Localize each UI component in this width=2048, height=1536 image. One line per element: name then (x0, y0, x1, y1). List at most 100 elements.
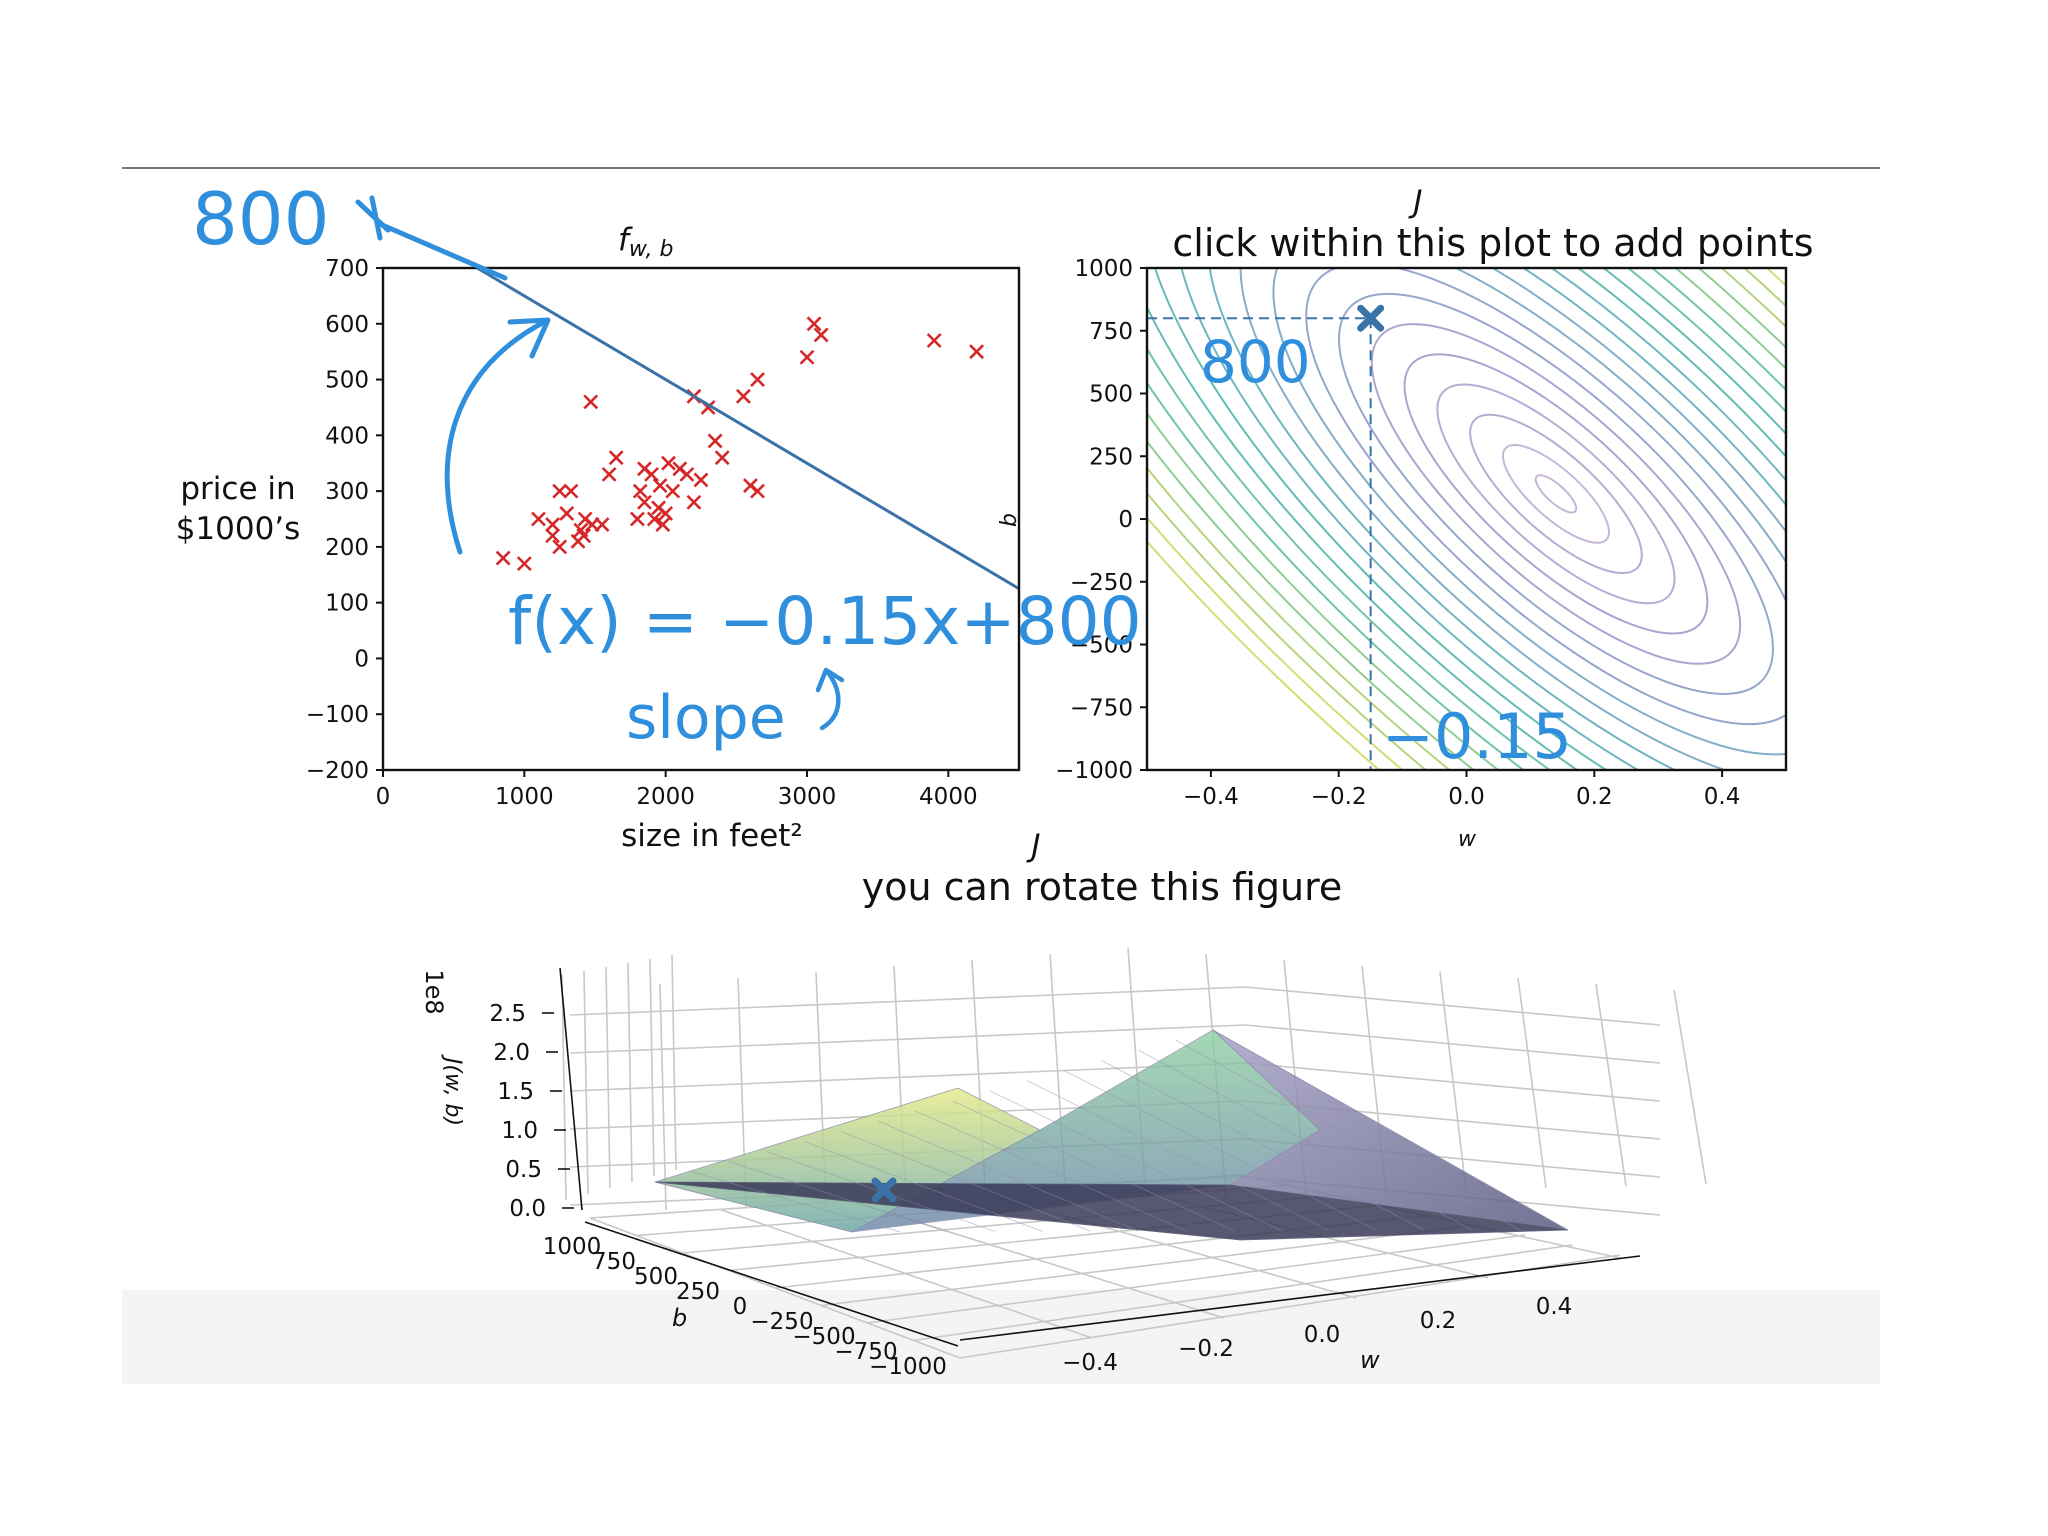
data-point-marker (646, 511, 662, 527)
data-point-marker (531, 511, 546, 527)
scatter-xtick-label: 1000 (495, 784, 554, 810)
contour-xtick-label: −0.4 (1183, 784, 1239, 810)
scatter-ytick-label: −200 (306, 758, 369, 784)
surface-mesh-line (692, 1171, 900, 1233)
data-point-marker (665, 483, 681, 499)
data-point-marker (661, 455, 676, 471)
data-point-marker (750, 483, 765, 499)
data-point-marker (583, 394, 599, 410)
data-point-marker (632, 483, 648, 499)
data-point-marker (735, 388, 751, 404)
scatter-xtick-label: 3000 (778, 784, 837, 810)
data-point-marker (563, 483, 579, 499)
surface-grid-line (1673, 989, 1707, 1185)
surface-btick-label: 500 (634, 1264, 678, 1290)
data-point-marker (707, 433, 723, 449)
annotation-slope: slope (626, 683, 786, 753)
surface-title: J (1025, 828, 1040, 864)
data-point-marker (969, 344, 985, 360)
contour-title: J (1407, 184, 1422, 220)
data-point-marker (652, 478, 668, 493)
contour-axes-frame[interactable] (1145, 266, 1788, 772)
contour-xtick-label: 0.4 (1704, 784, 1741, 810)
data-point-marker (693, 472, 709, 488)
surface-grid-line (583, 970, 589, 1195)
scatter-ylabel-line2: $1000’s (176, 511, 301, 547)
scatter-xtick-label: 4000 (919, 784, 978, 810)
surface-grid-line (719, 1208, 1093, 1339)
data-point-marker (806, 316, 822, 332)
surface-ztick-label: 1.5 (497, 1079, 534, 1105)
contour-level (1147, 268, 1786, 770)
data-point-marker (545, 528, 561, 544)
data-point-marker (637, 494, 652, 510)
scatter-ytick-label: 200 (325, 535, 369, 561)
contour-y-ticks: −1000 −750 −500 −250 0 250 500 750 1000 (1055, 256, 1147, 784)
contour-ytick-label: 500 (1089, 382, 1133, 408)
contour-level (1305, 268, 1786, 726)
surface-plot[interactable]: J you can rotate this figure 0.0 0.5 1.0 1.… (420, 828, 1707, 1380)
surface-grid-line (649, 958, 655, 1177)
contour-level (1174, 268, 1786, 770)
surface-btick-label: −1000 (869, 1354, 947, 1380)
data-point-marker (601, 466, 617, 482)
contour-level (1370, 323, 1742, 665)
data-point-marker (594, 517, 610, 532)
contour-lines (1147, 268, 1786, 770)
data-point-marker (552, 539, 568, 555)
surface-z-scale: 1e8 (420, 969, 448, 1014)
scatter-points (495, 316, 985, 572)
contour-level (1147, 268, 1786, 770)
surface-mesh-line (803, 1141, 1044, 1232)
annotation-intercept: 800 (192, 177, 329, 261)
contour-ytick-label: −750 (1070, 695, 1133, 721)
surface-grid-line (913, 1244, 1573, 1342)
contour-xtick-label: 0.2 (1576, 784, 1613, 810)
contour-level (1147, 268, 1786, 770)
contour-level (1147, 268, 1786, 770)
contour-guide-lines (1147, 317, 1372, 770)
surface-mesh-line (1101, 1060, 1425, 1231)
surface-wlabel: w (1360, 1346, 1380, 1374)
surface-point-marker (871, 1177, 897, 1203)
surface-ztick-label: 2.0 (493, 1040, 530, 1066)
contour-xtick-label: 0.0 (1448, 784, 1485, 810)
surface-mesh-line (840, 1131, 1091, 1232)
surface-ztick-label: 2.5 (489, 1001, 526, 1027)
scatter-xtick-label: 0 (376, 784, 391, 810)
scatter-xtick-label: 2000 (636, 784, 695, 810)
contour-level (1534, 474, 1578, 514)
surface-btick-label: 750 (592, 1249, 636, 1275)
surface-mesh-line (1212, 1029, 1569, 1231)
contour-ytick-label: −250 (1070, 570, 1133, 596)
scatter-ytick-label: 100 (325, 591, 369, 617)
surface-wtick-label: 0.4 (1536, 1294, 1573, 1320)
surface-wtick-label: 0.2 (1420, 1308, 1457, 1334)
scatter-ytick-label: 0 (354, 646, 369, 672)
data-point-marker (576, 528, 592, 544)
data-point-marker (799, 349, 815, 365)
bottom-fade (122, 1290, 1880, 1384)
annotation-intercept-tick-icon (355, 195, 391, 241)
contour-plot[interactable]: J click within this plot to add points −… (664, 0, 2048, 1342)
surface-ztick-label: 1.0 (501, 1118, 538, 1144)
data-point-marker (714, 450, 730, 466)
surface-w-axis (959, 1255, 1641, 1341)
surface-grid-line (627, 962, 633, 1183)
data-point-marker (655, 517, 671, 532)
surface-grid-line (671, 954, 677, 1171)
data-point-marker (813, 327, 829, 343)
contour-level (1147, 268, 1786, 770)
data-point-marker (552, 483, 568, 499)
surface-btick-label: 250 (676, 1279, 720, 1305)
surface-grid-line (605, 966, 611, 1189)
annotation-curved-arrow-icon (444, 317, 551, 555)
surface-mesh-line (989, 1090, 1282, 1232)
scatter-x-ticks: 0 1000 2000 3000 4000 (376, 770, 978, 810)
selected-point-marker (1357, 304, 1385, 332)
surface-mesh-line (1064, 1070, 1378, 1231)
scatter-ytick-label: −100 (306, 702, 369, 728)
data-point-marker (926, 333, 942, 348)
surface-z-ticks: 0.0 0.5 1.0 1.5 2.0 2.5 (489, 967, 583, 1222)
